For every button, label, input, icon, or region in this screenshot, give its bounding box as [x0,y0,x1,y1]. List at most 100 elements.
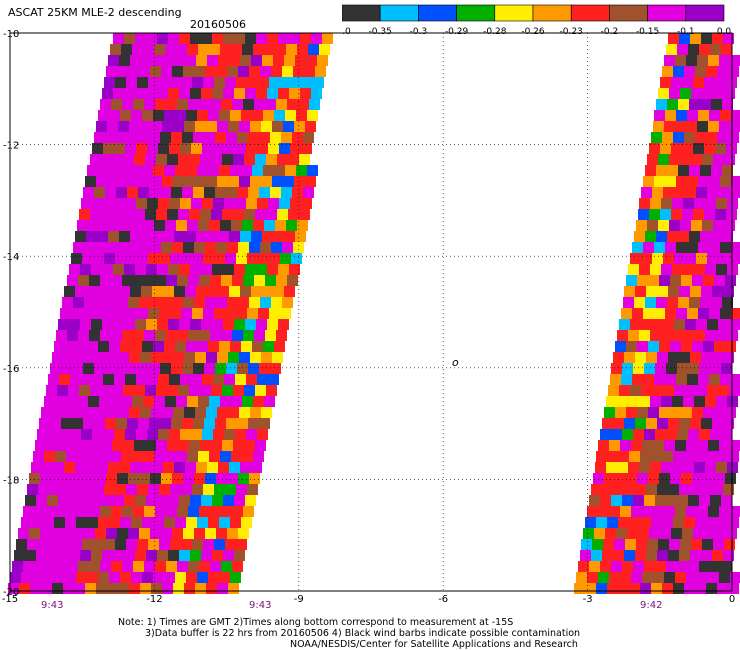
swath-cell [221,330,232,341]
swath-cell [663,319,674,330]
swath-cell [611,495,622,506]
swath-cell [155,99,166,110]
swath-cell [127,363,138,374]
swath-cell [258,77,269,88]
swath-cell [636,220,647,231]
swath-cell [141,231,152,242]
swath-cell [707,253,718,264]
swath-cell [676,374,687,385]
swath-cell [291,77,302,88]
swath-cell [282,297,293,308]
swath-cell [137,253,148,264]
swath-cell [730,440,740,451]
swath-cell [226,418,237,429]
swath-cell [669,220,680,231]
swath-cell [185,462,196,473]
swath-cell [719,121,730,132]
swath-cell [716,330,727,341]
swath-cell [730,55,740,66]
swath-cell [200,209,211,220]
swath-cell [660,209,671,220]
swath-cell [233,385,244,396]
swath-cell [616,528,627,539]
swath-cell [90,209,101,220]
swath-cell [253,44,264,55]
swath-cell [641,187,652,198]
swath-cell [12,561,23,572]
swath-cell [95,528,106,539]
swath-cell [220,44,231,55]
swath-cell [163,286,174,297]
swath-cell [135,495,146,506]
swath-cell [209,220,220,231]
swath-cell [715,209,726,220]
swath-cell [225,484,236,495]
swath-cell [205,66,216,77]
swath-cell [252,341,263,352]
swath-cell [656,165,667,176]
swath-cell [181,77,192,88]
swath-cell [636,539,647,550]
swath-cell [29,473,40,484]
swath-cell [643,242,654,253]
swath-cell [660,143,671,154]
swath-cell [720,176,731,187]
colorbar-label: -0.2 [601,27,619,36]
swath-cell [293,242,304,253]
swath-cell [117,297,128,308]
swath-cell [711,165,722,176]
swath-cell [90,154,101,165]
swath-cell [648,275,659,286]
swath-cell [718,319,729,330]
swath-cell [206,352,217,363]
swath-cell [315,66,326,77]
swath-cell [700,297,711,308]
swath-cell [163,55,174,66]
swath-cell [668,484,679,495]
swath-cell [192,484,203,495]
swath-cell [37,429,48,440]
swath-cell [168,550,179,561]
swath-cell [104,308,115,319]
swath-cell [240,231,251,242]
swath-cell [196,286,207,297]
swath-cell [697,506,708,517]
swath-cell [619,319,630,330]
swath-cell [628,396,639,407]
swath-cell [307,165,318,176]
swath-cell [136,143,147,154]
swath-cell [171,363,182,374]
swath-cell [277,209,288,220]
swath-cell [630,253,641,264]
swath-cell [660,528,671,539]
swath-cell [728,66,739,77]
swath-cell [87,572,98,583]
colorbar-label: 0.0 [717,27,732,36]
swath-cell [151,352,162,363]
swath-cell [217,407,228,418]
swath-cell [124,550,135,561]
swath-cell [187,220,198,231]
swath-cell [117,473,128,484]
swath-cell [611,561,622,572]
swath-cell [65,572,76,583]
swath-cell [681,407,692,418]
swath-cell [244,154,255,165]
swath-cell [127,418,138,429]
swath-cell [48,429,59,440]
swath-cell [34,506,45,517]
swath-cell [216,66,227,77]
swath-cell [43,572,54,583]
swath-cell [708,55,719,66]
swath-cell [189,385,200,396]
swath-cell [193,363,204,374]
swath-cell [676,242,687,253]
swath-cell [301,198,312,209]
swath-cells [8,33,740,594]
swath-cell [32,517,43,528]
swath-cell [226,363,237,374]
swath-cell [204,363,215,374]
swath-cell [693,77,704,88]
swath-cell [181,253,192,264]
swath-cell [699,495,710,506]
